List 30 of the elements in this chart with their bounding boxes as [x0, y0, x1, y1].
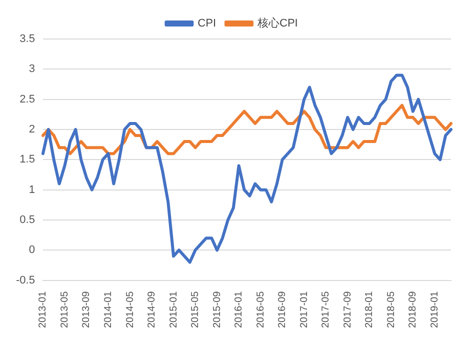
- x-tick-label: 2014-01: [102, 290, 114, 328]
- x-tick-label: 2014-05: [124, 290, 136, 328]
- x-tick-label: 2014-09: [146, 290, 158, 328]
- x-tick-label: 2015-01: [168, 290, 180, 328]
- x-tick-label: 2013-01: [38, 290, 49, 328]
- x-tick-label: 2013-05: [59, 290, 70, 328]
- y-tick-label: 1.5: [20, 154, 35, 166]
- y-tick-label: 3: [28, 63, 35, 76]
- y-tick-label: 2: [28, 124, 35, 136]
- y-tick-label: 1: [28, 184, 35, 196]
- legend-label: CPI: [198, 18, 216, 30]
- x-tick-label: 2015-05: [190, 290, 202, 328]
- x-tick-label: 2017-09: [342, 290, 354, 328]
- x-tick-label: 2017-01: [298, 290, 310, 328]
- x-tick-label: 2016-05: [255, 290, 266, 328]
- x-tick-label: 2018-09: [408, 290, 419, 328]
- x-tick-label: 2016-01: [234, 290, 245, 328]
- legend-label: 核心CPI: [256, 16, 298, 30]
- x-tick-label: 2019-01: [429, 290, 440, 328]
- y-tick-label: 0.5: [20, 214, 35, 226]
- x-tick-label: 2016-09: [277, 290, 288, 328]
- y-tick-label: 2.5: [20, 93, 35, 106]
- y-tick-label: -0.5: [16, 274, 35, 286]
- x-tick-label: 2013-09: [81, 290, 92, 328]
- x-tick-label: 2017-05: [320, 290, 332, 328]
- y-tick-label: 0: [28, 244, 35, 256]
- x-tick-label: 2018-01: [364, 290, 376, 328]
- y-tick-label: 3.5: [20, 33, 35, 46]
- x-tick-label: 2018-05: [386, 290, 397, 328]
- x-tick-label: 2015-09: [212, 290, 223, 328]
